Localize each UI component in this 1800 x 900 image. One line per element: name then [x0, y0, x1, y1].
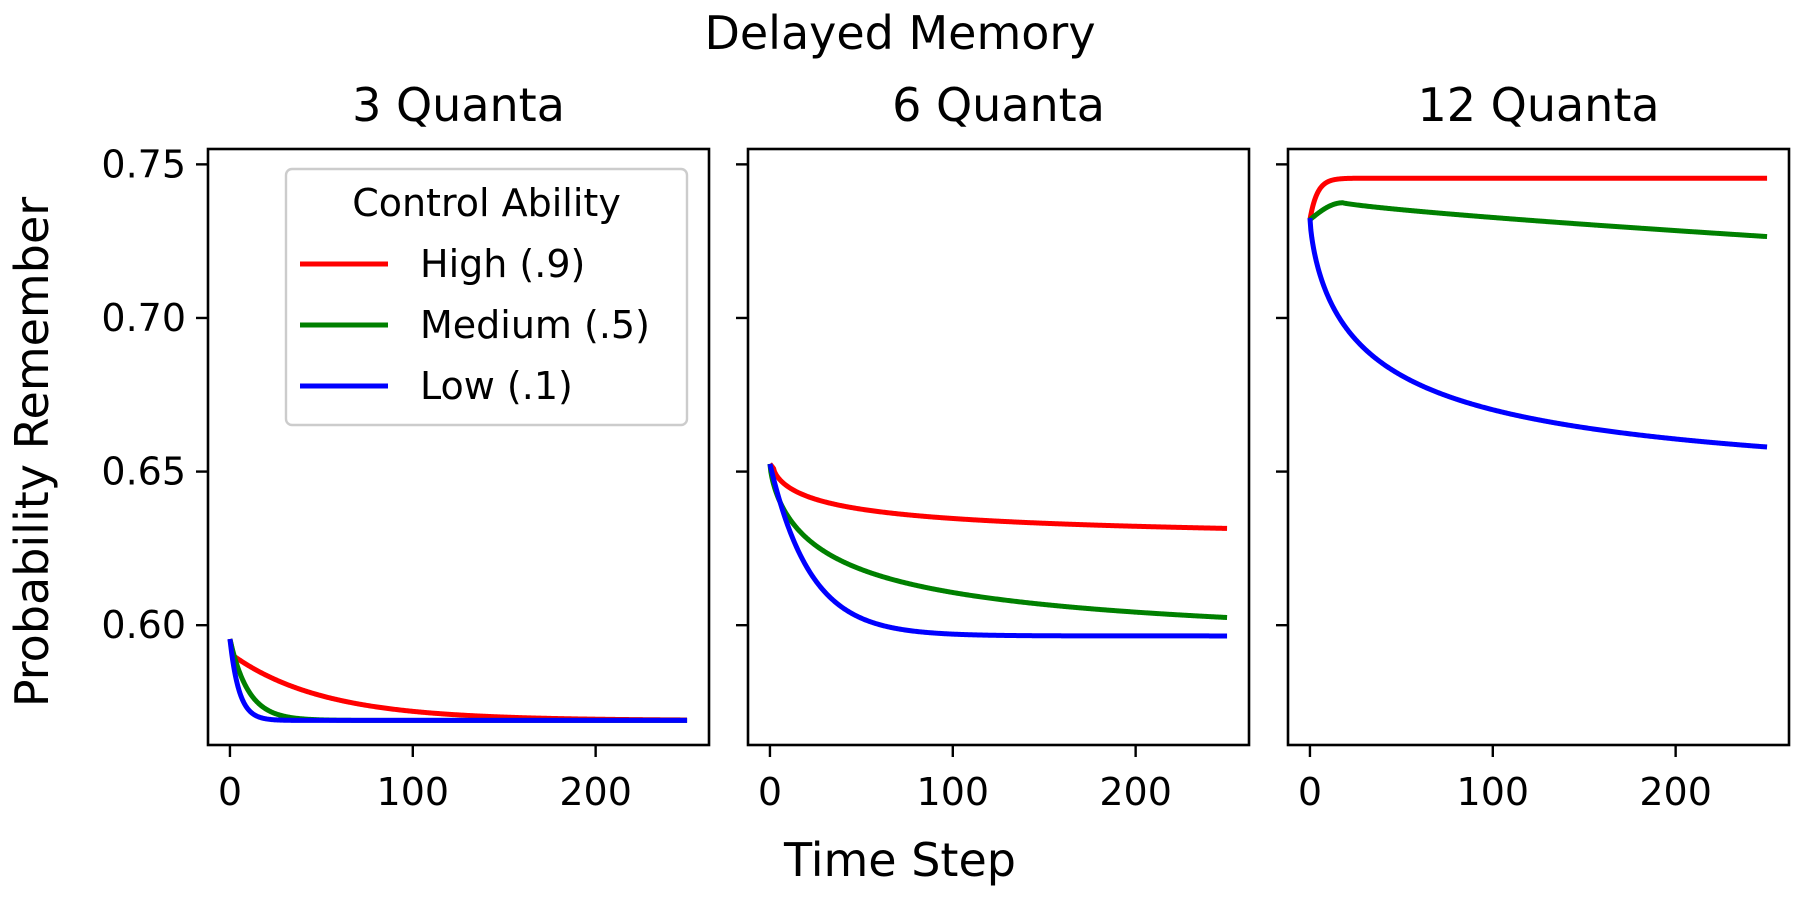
panel-title: 6 Quanta	[892, 78, 1105, 132]
x-tick-label: 200	[559, 770, 632, 814]
series-line-medium	[767, 463, 1229, 621]
y-tick-label: 0.60	[101, 603, 186, 647]
axes-frame	[1286, 147, 1791, 747]
legend-label: High (.9)	[420, 242, 585, 286]
series-group	[1307, 175, 1769, 450]
series-line-medium	[1308, 200, 1769, 240]
series-group	[767, 462, 1229, 639]
chart-panel-1: 3 Quanta 0 100 200 0.60 0.65 0.70 0.75	[101, 78, 711, 814]
x-tick-label: 100	[377, 770, 450, 814]
series-line-low	[767, 463, 1229, 639]
figure-ylabel: Probability Remember	[5, 197, 59, 707]
x-tick-label: 100	[1457, 770, 1530, 814]
figure-suptitle: Delayed Memory	[704, 6, 1095, 60]
x-tick-label: 0	[1298, 770, 1322, 814]
series-line-high	[767, 462, 1229, 531]
x-tick-label: 100	[917, 770, 990, 814]
series-line-low	[227, 638, 689, 723]
y-tick-label: 0.70	[101, 296, 186, 340]
axes-frame	[746, 147, 1251, 747]
x-tick-label: 0	[758, 770, 782, 814]
x-tick-label: 200	[1639, 770, 1712, 814]
panels: 3 Quanta 0 100 200 0.60 0.65 0.70 0.75 6 Quanta 0…	[101, 78, 1791, 814]
legend-label: Low (.1)	[420, 364, 573, 408]
figure-xlabel: Time Step	[783, 833, 1016, 887]
series-group	[227, 638, 689, 723]
chart-panel-3: 12 Quanta 0 100 200	[1276, 78, 1791, 814]
chart-panel-2: 6 Quanta 0 100 200	[736, 78, 1251, 814]
y-tick-label: 0.75	[101, 142, 186, 186]
series-line-high	[227, 638, 689, 723]
legend-title: Control Ability	[352, 181, 621, 225]
x-tick-label: 200	[1099, 770, 1172, 814]
panel-title: 12 Quanta	[1417, 78, 1659, 132]
series-line-high	[1307, 175, 1769, 221]
panel-title: 3 Quanta	[352, 78, 565, 132]
legend-label: Medium (.5)	[420, 303, 650, 347]
series-line-medium	[227, 638, 689, 723]
axes-frame	[206, 147, 711, 747]
legend-box	[284, 167, 689, 427]
legend: Control Ability High (.9) Medium (.5) Low (…	[284, 167, 689, 427]
series-line-low	[1307, 217, 1769, 450]
y-tick-label: 0.65	[101, 450, 186, 494]
x-tick-label: 0	[218, 770, 242, 814]
